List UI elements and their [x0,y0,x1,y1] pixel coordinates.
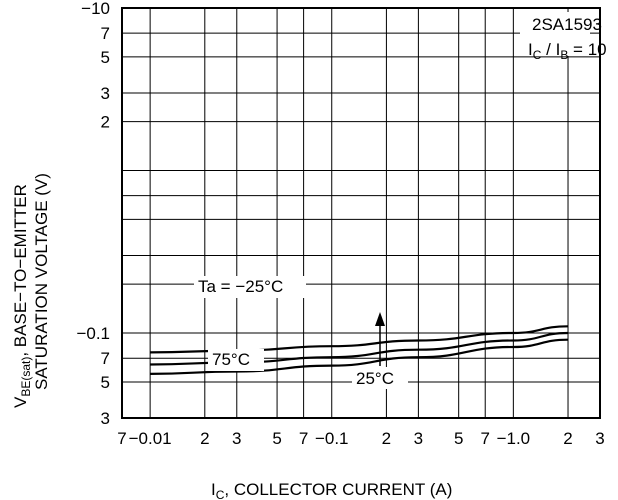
label-bg-75 [208,349,264,371]
x-tick-label: 7 [299,429,308,448]
label-bg-25 [352,367,408,389]
x-tick-label: 7 [480,429,489,448]
x-axis-title: IC, COLLECTOR CURRENT (A) [211,480,452,500]
y-tick-label: 2 [101,113,110,132]
x-tick-label: 3 [595,429,604,448]
annotation-arrowhead [375,312,385,326]
y-tick-label: −0.1 [76,324,110,343]
x-tick-label: 3 [232,429,241,448]
series-label-75c: 75°C [212,350,250,369]
label-bg-minus25 [194,276,306,298]
y-tick-labels: 3 5 7 −0.1 2 3 5 7 −10 [76,0,110,428]
x-tick-label: 5 [272,429,281,448]
series-label-minus25c: Ta = −25°C [198,277,283,296]
x-tick-labels: 7 −0.01 2 3 5 7 −0.1 2 3 5 7 −1.0 2 3 [117,429,604,448]
y-tick-label: 3 [101,84,110,103]
y-tick-label: 7 [101,24,110,43]
info-current-ratio: IC / IB = 10 [528,40,607,62]
series-label-25c: 25°C [356,369,394,388]
info-box-bg [520,12,590,56]
x-tick-label: −0.01 [129,429,172,448]
x-tick-label: 5 [454,429,463,448]
x-tick-label: 2 [382,429,391,448]
x-tick-label: 3 [414,429,423,448]
y-axis-title-line2: SATURATION VOLTAGE (V) [32,173,51,390]
y-tick-label: 5 [101,373,110,392]
x-tick-label: −0.1 [315,429,349,448]
y-tick-label: −10 [81,0,110,18]
info-part-number: 2SA1593 [532,15,602,34]
x-tick-label: −1.0 [497,429,531,448]
x-tick-label: 7 [117,429,126,448]
y-tick-label: 3 [101,409,110,428]
y-axis-title-line1: VBE(sat), BASE−TO−EMITTER [11,184,33,408]
plot-frame [121,7,601,419]
series-line-0 [150,325,569,354]
x-tick-label: 2 [563,429,572,448]
y-tick-label: 5 [101,48,110,67]
series-line-2 [150,338,569,375]
y-tick-label: 7 [101,349,110,368]
x-tick-label: 2 [200,429,209,448]
